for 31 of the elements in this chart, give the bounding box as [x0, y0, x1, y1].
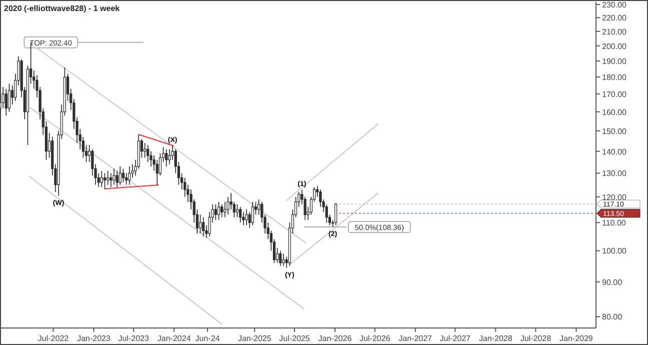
- y-tick-label: 190.00: [602, 57, 628, 66]
- x-tick-label: Jan-2027: [398, 334, 433, 343]
- x-tick-label: Jul-2023: [118, 334, 150, 343]
- x-tick-label: Jun-24: [195, 334, 220, 343]
- y-tick-label: 120.00: [602, 192, 628, 202]
- y-tick-label: 130.00: [602, 169, 628, 178]
- x-tick-label: Jan-2025: [238, 334, 272, 343]
- y-tick-label: 140.00: [602, 147, 628, 156]
- x-tick-label: Jan-2028: [478, 334, 513, 343]
- y-tick-label: 90.00: [602, 278, 623, 287]
- y-tick-label: 80.00: [602, 312, 623, 322]
- y-tick-label: 100.00: [602, 246, 628, 256]
- x-tick-label: Jul-2022: [38, 334, 70, 343]
- x-tick-label: Jan-2026: [318, 334, 352, 343]
- x-tick-label: Jan-2023: [77, 334, 111, 343]
- x-tick-label: Jan-2029: [560, 334, 594, 343]
- y-tick-label: 210.00: [602, 27, 628, 36]
- x-tick-label: Jul-2028: [520, 334, 552, 343]
- y-tick-label: 200.00: [602, 42, 628, 51]
- x-tick-label: Jan-2024: [157, 334, 192, 343]
- chart-title: 2020 (-elliottwave828) - 1 week: [4, 4, 120, 13]
- y-tick-label: 230.00: [602, 0, 628, 10]
- x-tick-label: Jul-2027: [440, 334, 472, 343]
- y-tick-label: 150.00: [602, 126, 628, 136]
- y-tick-label: 170.00: [602, 90, 628, 99]
- y-tick-label: 160.00: [602, 108, 628, 117]
- y-tick-label: 110.00: [602, 218, 626, 228]
- x-tick-label: Jul-2025: [279, 334, 310, 343]
- y-tick-label: 220.00: [602, 14, 628, 23]
- x-tick-label: Jul-2026: [359, 334, 391, 343]
- y-tick-label: 180.00: [602, 73, 628, 82]
